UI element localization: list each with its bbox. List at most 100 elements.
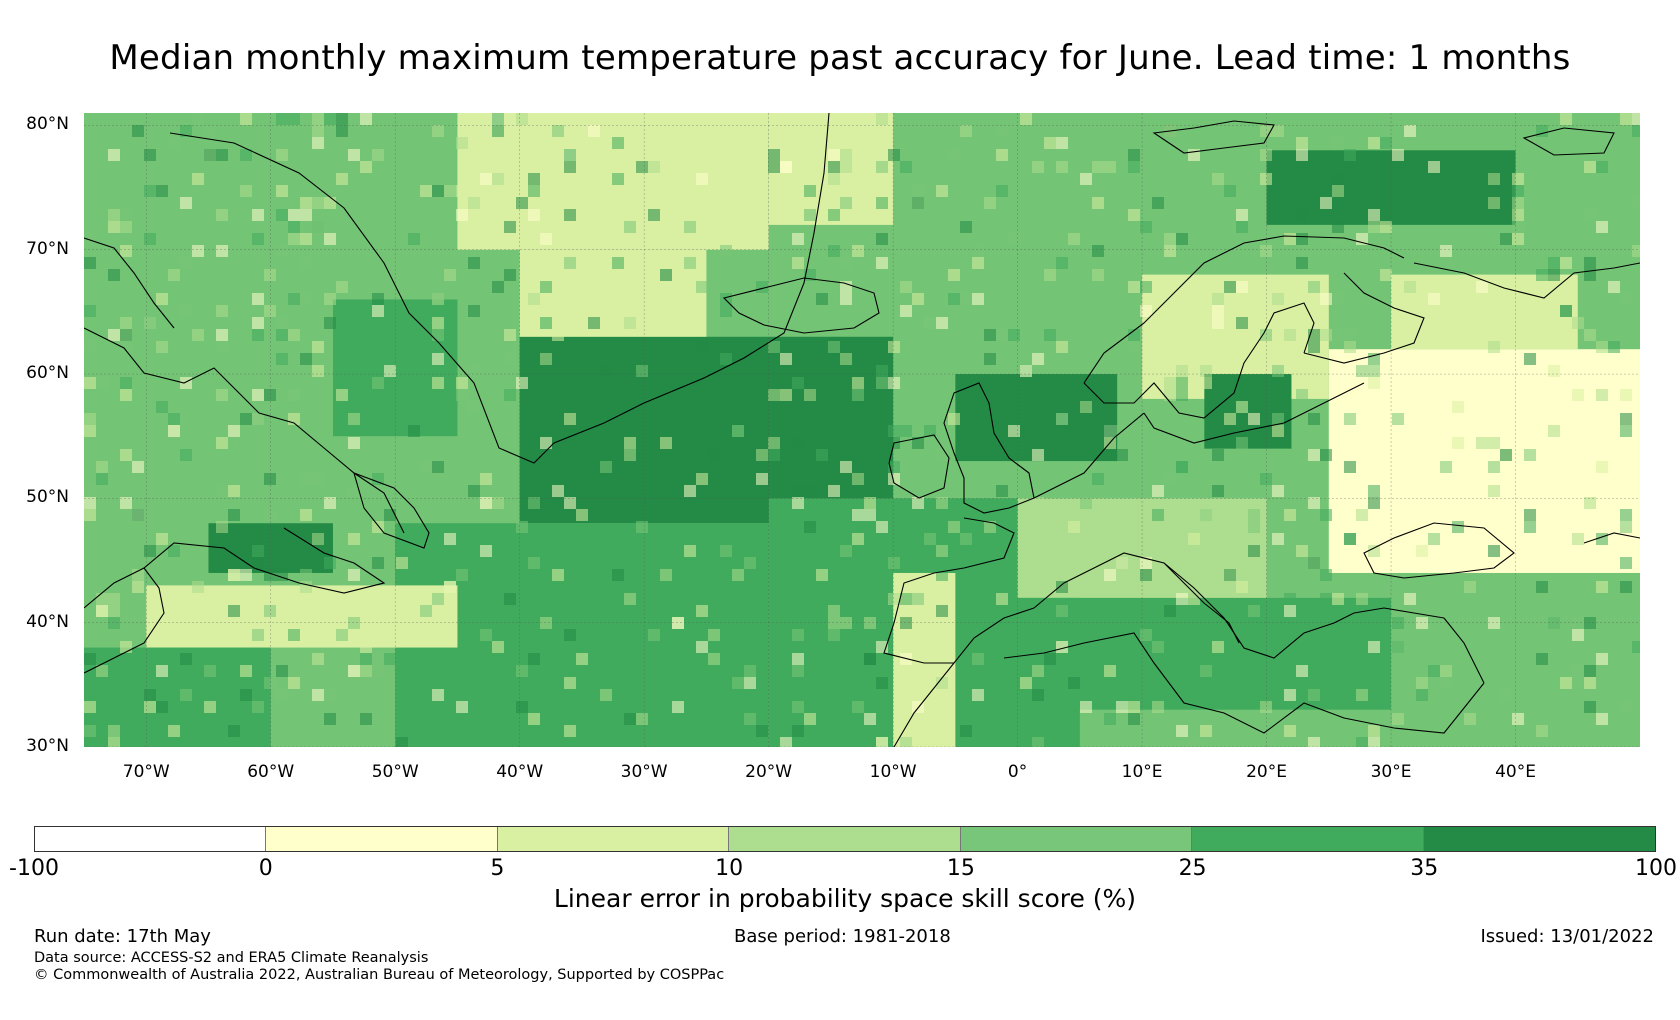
skill-cell — [792, 629, 804, 641]
skill-cell — [1272, 329, 1284, 341]
nova-scotia-coast — [84, 527, 386, 609]
skill-cell — [936, 677, 948, 689]
skill-cell — [108, 737, 120, 747]
skill-cell — [468, 257, 480, 269]
skill-cell — [156, 341, 168, 353]
skill-cell — [84, 425, 96, 437]
skill-cell — [468, 365, 480, 377]
colorbar-tick-label: 25 — [1178, 856, 1207, 881]
map-panel — [84, 113, 1640, 747]
skill-cell — [840, 257, 852, 269]
skill-cell — [624, 665, 636, 677]
skill-cell — [1140, 569, 1152, 581]
skill-cell — [1320, 617, 1332, 629]
skill-cell — [468, 197, 480, 209]
skill-cell — [1572, 317, 1584, 329]
skill-cell — [108, 605, 120, 617]
skill-cell — [252, 629, 264, 641]
skill-cell — [216, 209, 228, 221]
skill-cell — [804, 389, 816, 401]
skill-cell — [1236, 581, 1248, 593]
skill-cell — [1272, 617, 1284, 629]
skill-cell — [1596, 581, 1608, 593]
skill-cell — [372, 293, 384, 305]
skill-cell — [432, 689, 444, 701]
skill-cell — [756, 725, 768, 737]
skill-cell — [1188, 593, 1200, 605]
skill-cell — [564, 149, 576, 161]
skill-cell — [540, 281, 552, 293]
skill-cell — [780, 353, 792, 365]
skill-cell — [1140, 521, 1152, 533]
skill-cell — [456, 377, 468, 389]
skill-cell — [576, 509, 588, 521]
skill-cell — [1344, 413, 1356, 425]
skill-cell — [252, 557, 264, 569]
skill-cell — [1260, 245, 1272, 257]
skill-cell — [360, 401, 372, 413]
skill-cell — [252, 545, 264, 557]
skill-cell — [1620, 113, 1632, 125]
greenland-coast — [169, 113, 830, 464]
skill-cell — [372, 557, 384, 569]
skill-cell — [840, 461, 852, 473]
skill-cell — [960, 221, 972, 233]
skill-cell — [336, 281, 348, 293]
skill-cell — [216, 329, 228, 341]
skill-cell — [1308, 497, 1320, 509]
skill-cell — [1128, 341, 1140, 353]
skill-cell — [948, 149, 960, 161]
skill-cell — [612, 257, 624, 269]
skill-cell — [504, 221, 516, 233]
skill-cell — [1032, 353, 1044, 365]
skill-cell — [1392, 149, 1404, 161]
skill-cell — [264, 389, 276, 401]
skill-cell — [252, 389, 264, 401]
skill-cell — [264, 509, 276, 521]
skill-cell — [480, 497, 492, 509]
skill-cell — [900, 305, 912, 317]
skill-cell — [732, 677, 744, 689]
skill-cell — [168, 677, 180, 689]
skill-cell — [1092, 269, 1104, 281]
longitude-label: 20°W — [745, 762, 793, 782]
skill-cell — [1416, 677, 1428, 689]
skill-cell — [1140, 281, 1152, 293]
skill-cell — [300, 569, 312, 581]
skill-cell — [1344, 461, 1356, 473]
skill-cell — [1572, 665, 1584, 677]
skill-cell — [360, 641, 372, 653]
skill-cell — [1596, 389, 1608, 401]
skill-cell — [444, 185, 456, 197]
skill-cell — [492, 173, 504, 185]
skill-cell — [1236, 545, 1248, 557]
skill-cell — [996, 125, 1008, 137]
skill-cell — [648, 629, 660, 641]
skill-cell — [288, 221, 300, 233]
map-title: Median monthly maximum temperature past … — [109, 38, 1571, 78]
skill-cell — [696, 341, 708, 353]
colorbar-bin — [35, 827, 267, 851]
longitude-label: 60°W — [247, 762, 295, 782]
skill-cell — [1248, 521, 1260, 533]
skill-cell — [276, 185, 288, 197]
skill-cell — [216, 521, 228, 533]
skill-cell — [84, 233, 96, 245]
skill-cell — [1092, 473, 1104, 485]
finland-coast — [1303, 272, 1425, 364]
skill-cell — [708, 629, 720, 641]
colorbar-bin — [1192, 827, 1424, 851]
skill-cell — [1212, 449, 1224, 461]
skill-cell — [1248, 605, 1260, 617]
skill-cell — [804, 209, 816, 221]
skill-cell — [1020, 113, 1032, 125]
skill-cell — [180, 305, 192, 317]
skill-cell — [216, 437, 228, 449]
skill-cell — [828, 617, 840, 629]
skill-cell — [1332, 293, 1344, 305]
skill-cell — [432, 185, 444, 197]
skill-cell — [420, 185, 432, 197]
skill-cell — [540, 437, 552, 449]
skill-cell — [864, 713, 876, 725]
coastlines — [84, 113, 1640, 747]
